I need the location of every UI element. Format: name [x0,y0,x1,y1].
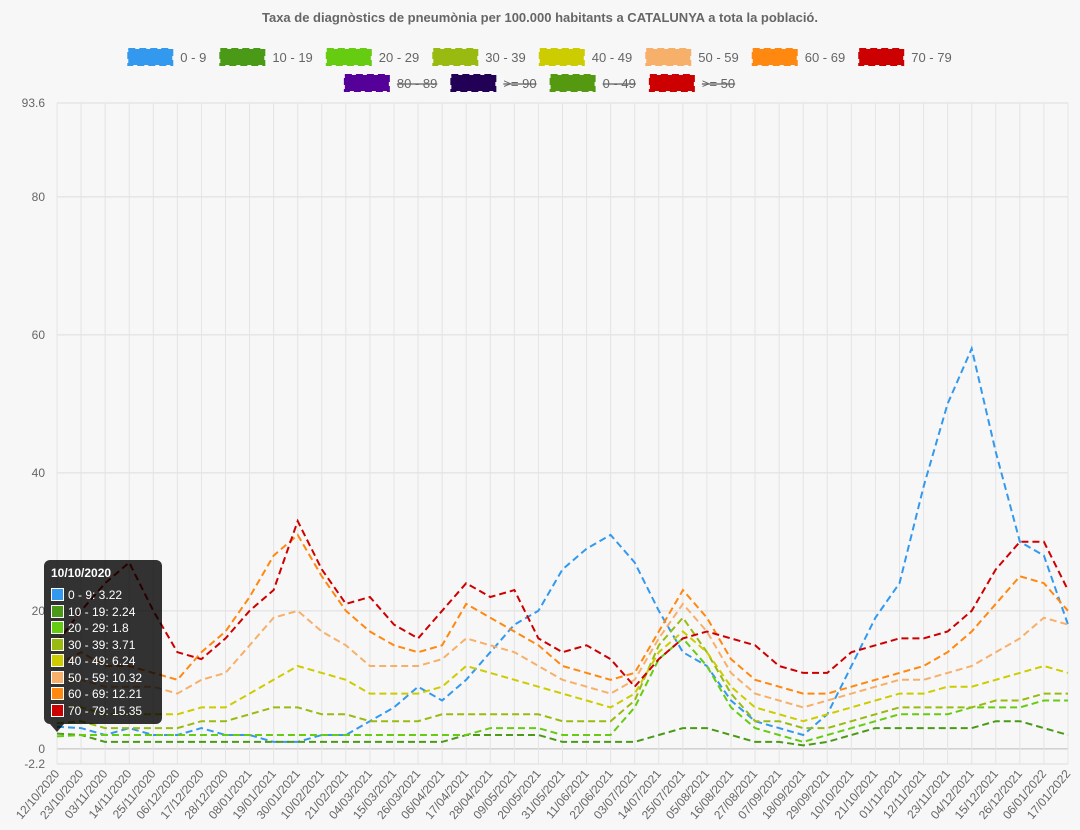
y-tick-label: 60 [32,328,46,342]
legend-item[interactable]: 0 - 9 [127,48,206,66]
y-tick-label: 80 [32,190,46,204]
tooltip-title: 10/10/2020 [51,566,112,580]
series-line-0-9 [56,345,1069,743]
tooltip: 10/10/2020 0 - 9: 3.22 10 - 19: 2.24 20 - … [44,560,162,724]
tooltip-swatch [51,670,64,684]
grid [56,102,1069,765]
legend-item[interactable]: 10 - 19 [219,48,313,66]
series-line-50-59 [56,602,1069,709]
legend-item[interactable]: 70 - 79 [858,48,952,66]
tooltip-row-label: 30 - 39: 3.71 [68,637,136,652]
legend-swatch [858,48,905,66]
legend-swatch [432,48,479,66]
series-lines [56,345,1069,747]
series-line-20-29 [56,636,1068,743]
legend-swatch [219,48,266,66]
legend-item[interactable]: >= 90 [450,74,537,92]
tooltip-row: 40 - 49: 6.24 [51,654,135,670]
x-axis: 12/10/202023/10/202003/11/202014/11/2020… [13,767,1074,822]
legend-swatch [549,74,596,92]
tooltip-row-label: 0 - 9: 3.22 [68,588,123,602]
legend-item[interactable]: 40 - 49 [538,48,632,66]
tooltip-row: 70 - 79: 15.35 [51,703,143,720]
legend-label: >= 90 [503,76,536,91]
legend-label: 70 - 79 [911,50,951,65]
series-line-30-39 [56,616,1068,730]
y-tick-label: 0 [38,742,45,756]
legend-item[interactable]: 20 - 29 [325,48,419,66]
legend-swatch [127,48,174,66]
series-line-40-49 [56,630,1069,723]
legend-label: 0 - 49 [603,76,636,91]
legend-label: 60 - 69 [805,50,845,65]
tooltip-row: 0 - 9: 3.22 [51,588,122,604]
tooltip-swatch [51,604,64,618]
y-tick-label: -2.2 [24,757,45,771]
tooltip-arrow [50,724,64,732]
chart-title: Taxa de diagnòstics de pneumònia per 100… [262,10,818,25]
tooltip-row-label: 50 - 59: 10.32 [68,670,143,685]
legend-swatch [343,74,390,92]
tooltip-row: 20 - 29: 1.8 [51,621,129,637]
tooltip-row-label: 60 - 69: 12.21 [68,687,143,701]
legend-swatch [538,48,585,66]
legend-label: 0 - 9 [180,50,206,65]
legend-item[interactable]: 50 - 59 [645,48,739,66]
tooltip-row-label: 70 - 79: 15.35 [68,703,143,718]
legend-item[interactable]: >= 50 [648,74,735,92]
legend[interactable]: 0 - 9 10 - 19 20 - 29 30 - 39 40 - 49 50 - 59… [127,48,952,92]
tooltip-row-label: 10 - 19: 2.24 [68,604,136,619]
legend-label: 10 - 19 [272,50,312,65]
tooltip-row-label: 20 - 29: 1.8 [68,621,129,635]
series-line-70-79 [56,518,1069,689]
tooltip-swatch [51,703,64,717]
legend-item[interactable]: 80 - 89 [343,74,437,92]
tooltip-row: 60 - 69: 12.21 [51,687,142,703]
tooltip-row: 30 - 39: 3.71 [51,637,136,654]
tooltip-row: 50 - 59: 10.32 [51,670,143,687]
tooltip-swatch [51,687,64,700]
legend-swatch [325,48,372,66]
tooltip-swatch [51,654,64,667]
tooltip-row: 10 - 19: 2.24 [51,604,136,621]
legend-item[interactable]: 0 - 49 [549,74,636,92]
tooltip-row-label: 40 - 49: 6.24 [68,654,136,668]
legend-swatch [450,74,497,92]
legend-label: 30 - 39 [485,50,525,65]
legend-label: 80 - 89 [397,76,437,91]
legend-swatch [751,48,798,66]
y-axis: -2.20 20 40 60 80 93.6 [22,96,46,771]
tooltip-swatch [51,637,64,651]
legend-swatch [648,74,695,92]
series-line-10-19 [56,720,1069,747]
legend-label: >= 50 [702,76,735,91]
y-tick-label: 93.6 [22,96,46,110]
tooltip-swatch [51,588,64,601]
legend-label: 50 - 59 [698,50,738,65]
legend-item[interactable]: 30 - 39 [432,48,526,66]
legend-label: 20 - 29 [379,50,419,65]
series-line-60-69 [56,533,1069,695]
y-tick-label: 20 [32,604,46,618]
y-tick-label: 40 [32,466,46,480]
legend-label: 40 - 49 [592,50,632,65]
legend-swatch [645,48,692,66]
tooltip-swatch [51,621,64,634]
legend-item[interactable]: 60 - 69 [751,48,845,66]
